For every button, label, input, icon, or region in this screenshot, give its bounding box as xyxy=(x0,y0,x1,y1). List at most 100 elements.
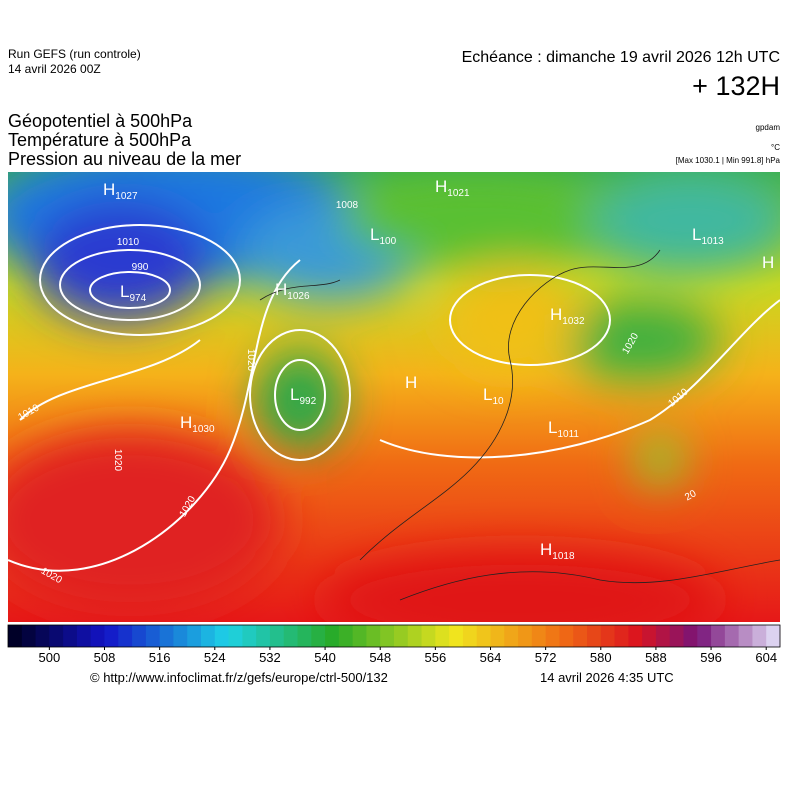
pressure-center: H xyxy=(405,373,417,392)
center-letter: L xyxy=(370,225,379,244)
field-shading xyxy=(8,172,780,622)
colorbar-tick-label: 572 xyxy=(535,650,557,665)
colorbar-swatch xyxy=(297,625,312,647)
run-date: 14 avril 2026 00Z xyxy=(8,62,101,76)
field-title: Géopotentiel à 500hPa xyxy=(8,111,193,131)
field-title: Pression au niveau de la mer xyxy=(8,149,241,169)
center-letter: L xyxy=(692,225,701,244)
center-letter: L xyxy=(483,385,492,404)
colorbar-swatch xyxy=(600,625,616,647)
unit: gpdam xyxy=(756,123,781,132)
colorbar-tick-label: 556 xyxy=(425,650,447,665)
colorbar-swatch xyxy=(256,625,271,647)
colorbar-swatch xyxy=(462,625,478,647)
colorbar-swatch xyxy=(449,625,464,647)
colorbar-swatch xyxy=(21,625,37,647)
center-letter: H xyxy=(540,540,552,559)
pressure-center: H xyxy=(762,253,774,272)
colorbar-swatch xyxy=(669,625,684,647)
contour-label: 1020 xyxy=(245,349,256,372)
colorbar-swatch xyxy=(421,625,436,647)
pressure-center: L992 xyxy=(290,385,317,407)
center-value: 992 xyxy=(299,396,316,407)
colorbar-swatch xyxy=(711,625,726,647)
pressure-center: L974 xyxy=(120,282,147,304)
pressure-center: L100 xyxy=(370,225,397,247)
pressure-center: H1026 xyxy=(275,280,310,302)
center-value: 1026 xyxy=(287,291,310,302)
center-letter: H xyxy=(762,253,774,272)
colorbar-swatch xyxy=(394,625,409,647)
contour-label: 990 xyxy=(132,262,149,273)
colorbar-swatch xyxy=(352,625,367,647)
colorbar-tick-label: 548 xyxy=(369,650,391,665)
center-value: 1032 xyxy=(562,316,585,327)
colorbar-swatch xyxy=(159,625,174,647)
pressure-center: L1013 xyxy=(692,225,724,247)
center-value: 100 xyxy=(379,236,396,247)
colorbar-frame xyxy=(7,624,781,648)
colorbar-swatch xyxy=(697,625,712,647)
colorbar-tick-label: 580 xyxy=(590,650,612,665)
pressure-center: L10 xyxy=(483,385,504,407)
pressure-center: H1018 xyxy=(540,540,575,562)
colorbar-swatch xyxy=(573,625,588,647)
colorbar-swatch xyxy=(407,625,423,647)
colorbar-tick-label: 508 xyxy=(94,650,116,665)
lead-time: + 132H xyxy=(692,71,780,101)
field-title: Température à 500hPa xyxy=(8,130,192,150)
colorbar-swatch xyxy=(435,625,450,647)
colorbar-tick-label: 604 xyxy=(755,650,777,665)
pressure-center: H1027 xyxy=(103,180,138,202)
colorbar-swatch xyxy=(366,625,381,647)
pressure-center: H1021 xyxy=(435,177,470,199)
colorbar-swatch xyxy=(545,625,560,647)
center-value: 974 xyxy=(129,293,146,304)
colorbar-tick-label: 500 xyxy=(39,650,61,665)
colorbar-swatch xyxy=(683,625,698,647)
colorbar-swatch xyxy=(559,625,574,647)
contour-label: 1020 xyxy=(112,449,123,472)
colorbar-swatch xyxy=(214,625,230,647)
colorbar-swatch xyxy=(380,625,395,647)
pressure-center: H1032 xyxy=(550,305,585,327)
colorbar-swatch xyxy=(201,625,216,647)
map xyxy=(8,172,780,622)
center-value: 1030 xyxy=(192,424,215,435)
echeance: Echéance : dimanche 19 avril 2026 12h UT… xyxy=(462,49,780,66)
pressure-range: [Max 1030.1 | Min 991.8] hPa xyxy=(676,156,781,165)
colorbar-swatch xyxy=(118,625,133,647)
colorbar-swatch xyxy=(531,625,547,647)
colorbar-tick-label: 596 xyxy=(700,650,722,665)
colorbar-tick-label: 564 xyxy=(480,650,502,665)
colorbar-swatch xyxy=(587,625,602,647)
colorbar-swatch xyxy=(132,625,147,647)
colorbar-swatch xyxy=(173,625,188,647)
center-letter: H xyxy=(180,413,192,432)
colorbar-swatch xyxy=(76,625,92,647)
center-value: 1018 xyxy=(552,551,575,562)
pressure-center: H1030 xyxy=(180,413,215,435)
pressure-center: L1011 xyxy=(548,418,579,440)
center-letter: H xyxy=(275,280,287,299)
colorbar-swatch xyxy=(338,625,354,647)
contour-label: 1010 xyxy=(117,237,140,248)
colorbar-tick-label: 532 xyxy=(259,650,281,665)
colorbar-swatch xyxy=(766,625,781,647)
render-date: 14 avril 2026 4:35 UTC xyxy=(540,670,674,685)
run-label: Run GEFS (run controle) xyxy=(8,47,141,61)
source-url: © http://www.infoclimat.fr/z/gefs/europe… xyxy=(90,670,388,685)
colorbar-swatch xyxy=(63,625,78,647)
colorbar-swatch xyxy=(642,625,657,647)
center-letter: H xyxy=(550,305,562,324)
colorbar-swatch xyxy=(614,625,629,647)
center-value: 1011 xyxy=(557,429,579,440)
coastlines xyxy=(259,249,780,601)
center-letter: H xyxy=(405,373,417,392)
center-letter: H xyxy=(103,180,115,199)
colorbar-swatch xyxy=(724,625,740,647)
colorbar-tick-label: 588 xyxy=(645,650,667,665)
colorbar-swatch xyxy=(104,625,119,647)
center-letter: L xyxy=(290,385,299,404)
colorbar-swatch xyxy=(655,625,671,647)
